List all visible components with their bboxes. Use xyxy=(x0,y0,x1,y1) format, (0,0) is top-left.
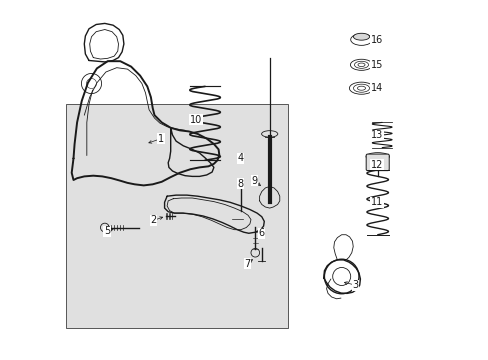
Text: 9: 9 xyxy=(251,176,257,186)
Text: 2: 2 xyxy=(150,215,157,225)
Text: 3: 3 xyxy=(351,280,358,290)
Text: 6: 6 xyxy=(258,228,264,238)
Text: 10: 10 xyxy=(189,114,202,125)
Text: 15: 15 xyxy=(370,60,383,70)
Text: 4: 4 xyxy=(237,153,243,163)
Text: 8: 8 xyxy=(237,179,243,189)
Text: 7: 7 xyxy=(244,258,250,269)
Text: 16: 16 xyxy=(370,35,382,45)
Text: 14: 14 xyxy=(370,83,382,93)
Text: 5: 5 xyxy=(103,226,110,236)
Text: 12: 12 xyxy=(370,160,383,170)
Text: 11: 11 xyxy=(370,197,382,207)
Text: 1: 1 xyxy=(158,134,163,144)
FancyBboxPatch shape xyxy=(66,104,288,328)
Text: 13: 13 xyxy=(370,130,382,140)
Ellipse shape xyxy=(353,33,369,40)
FancyBboxPatch shape xyxy=(366,154,388,171)
Bar xyxy=(233,163,247,188)
